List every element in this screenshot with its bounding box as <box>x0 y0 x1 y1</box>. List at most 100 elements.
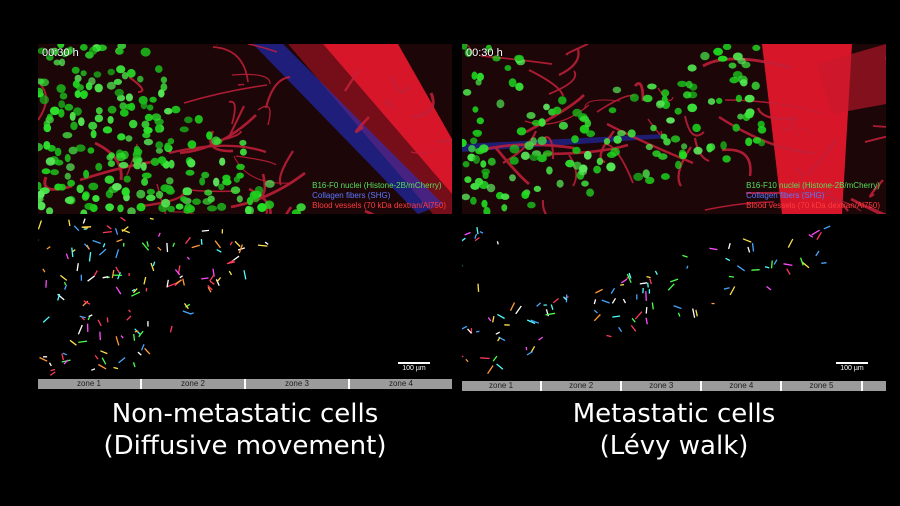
cell-track <box>201 229 210 232</box>
cell-nucleus <box>752 44 761 51</box>
cell-nucleus <box>475 147 485 155</box>
cell-nucleus <box>543 103 550 111</box>
cell-nucleus <box>58 108 65 118</box>
cell-track <box>38 220 43 230</box>
blood-vessel <box>704 201 775 211</box>
cell-nucleus <box>141 177 149 186</box>
cell-nucleus <box>472 155 480 164</box>
blood-vessel <box>128 76 144 94</box>
cell-nucleus <box>136 203 146 212</box>
cell-nucleus <box>660 133 668 140</box>
cell-nucleus <box>692 123 701 133</box>
cell-track <box>88 252 92 262</box>
cell-nucleus <box>113 78 122 85</box>
cell-nucleus <box>187 158 196 168</box>
left-microscopy-render <box>38 44 452 214</box>
cell-nucleus <box>740 79 748 87</box>
cell-nucleus <box>69 111 76 121</box>
cell-nucleus <box>586 188 595 197</box>
cell-track <box>622 298 627 304</box>
cell-track <box>667 283 675 291</box>
cell-track <box>102 230 112 234</box>
cell-nucleus <box>556 179 564 188</box>
cell-track <box>742 238 752 243</box>
cell-nucleus <box>751 81 760 90</box>
cell-nucleus <box>81 192 89 201</box>
cell-track <box>815 250 820 257</box>
cell-nucleus <box>655 100 665 109</box>
cell-nucleus <box>67 179 75 187</box>
cell-nucleus <box>64 154 71 163</box>
cell-track <box>823 225 831 230</box>
cell-track <box>562 296 568 301</box>
cell-track <box>140 343 145 351</box>
cell-nucleus <box>127 207 136 214</box>
cell-track <box>94 355 99 360</box>
blood-vessel <box>435 139 452 143</box>
cell-track <box>118 357 126 364</box>
cell-nucleus <box>164 142 171 151</box>
blood-vessel <box>141 192 186 208</box>
caption-title: Non-metastatic cells <box>111 399 379 429</box>
cell-nucleus <box>581 180 589 187</box>
cell-nucleus <box>683 91 692 99</box>
blood-vessel <box>800 185 849 212</box>
cell-nucleus <box>56 84 66 93</box>
cell-track <box>811 229 820 236</box>
cell-nucleus <box>538 118 546 127</box>
cell-nucleus <box>201 171 210 179</box>
cell-track <box>111 269 115 279</box>
cell-nucleus <box>514 54 524 62</box>
cell-track <box>93 270 98 277</box>
blood-vessel <box>235 155 277 166</box>
cell-nucleus <box>603 138 611 145</box>
cell-track <box>68 219 71 227</box>
cell-nucleus <box>717 55 728 62</box>
cell-track <box>92 239 101 245</box>
cell-track <box>497 337 501 342</box>
cell-nucleus <box>468 145 476 153</box>
cell-nucleus <box>729 76 739 84</box>
cell-nucleus <box>123 175 131 183</box>
cell-track <box>62 352 68 356</box>
cell-track <box>228 259 235 264</box>
cell-track <box>91 368 96 371</box>
cell-nucleus <box>744 94 755 103</box>
cell-nucleus <box>182 187 189 196</box>
cell-nucleus <box>104 175 115 184</box>
cell-track <box>725 257 731 262</box>
cell-track <box>723 287 730 290</box>
cell-nucleus <box>149 96 157 103</box>
cell-track <box>677 312 681 317</box>
cell-track <box>626 273 632 283</box>
cell-nucleus <box>114 88 124 97</box>
cell-nucleus <box>663 138 671 146</box>
cell-track <box>475 330 480 333</box>
zone-label: zone 3 <box>622 381 703 391</box>
cell-nucleus <box>584 119 592 128</box>
cell-nucleus <box>83 169 90 179</box>
cell-track <box>106 276 110 279</box>
cell-track <box>465 358 469 363</box>
cell-nucleus <box>206 131 213 140</box>
cell-nucleus <box>462 161 470 168</box>
cell-nucleus <box>660 173 670 180</box>
cell-nucleus <box>108 152 115 159</box>
cell-track <box>87 275 96 282</box>
cell-nucleus <box>76 184 84 194</box>
legend-collagen: Collagen fibers (SHG) <box>312 191 391 200</box>
cell-nucleus <box>116 65 126 74</box>
blood-vessel <box>633 82 645 102</box>
cell-track <box>631 317 636 323</box>
cell-nucleus <box>520 151 530 160</box>
cell-nucleus <box>41 168 51 175</box>
cell-nucleus <box>89 46 98 55</box>
cell-track <box>766 285 772 291</box>
cell-nucleus <box>239 139 247 146</box>
cell-nucleus <box>558 96 567 105</box>
cell-nucleus <box>119 102 127 110</box>
cell-track <box>42 268 46 273</box>
cell-track <box>808 234 814 238</box>
cell-track <box>138 330 144 338</box>
blood-vessel <box>172 211 195 214</box>
